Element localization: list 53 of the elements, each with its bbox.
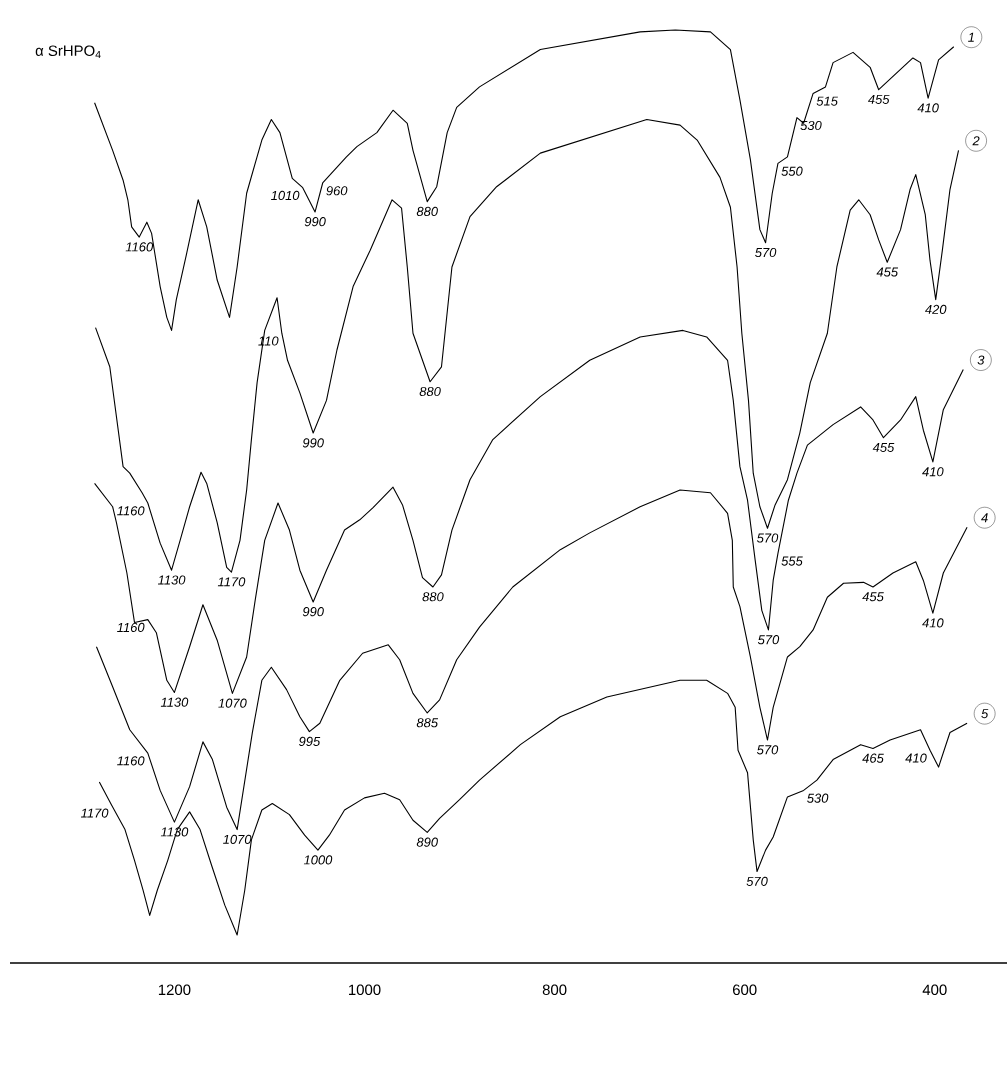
x-tick-label: 1000	[349, 984, 381, 996]
annotation: 570	[756, 745, 779, 755]
legend-label: 5	[981, 709, 989, 719]
annotation: 410	[922, 467, 944, 477]
annotation: 570	[755, 247, 777, 258]
annotation: 420	[924, 304, 947, 314]
annotation: 530	[807, 793, 829, 803]
annotation: 410	[917, 103, 939, 113]
annotation: 880	[422, 592, 444, 602]
annotation: 465	[862, 753, 884, 763]
annotation: 995	[299, 736, 321, 746]
annotation: 570	[757, 635, 780, 645]
annotation: 455	[867, 94, 890, 104]
annotation: 455	[876, 267, 899, 277]
x-tick-label: 800	[542, 984, 567, 996]
annotation: 455	[862, 592, 884, 602]
annotation: 1170	[80, 808, 109, 818]
legend-label: 4	[981, 513, 988, 523]
annotation: 1130	[160, 697, 189, 707]
x-tick-label: 600	[732, 984, 757, 996]
legend-label: 3	[977, 355, 985, 365]
legend-label: 2	[972, 136, 980, 146]
annotation: 890	[416, 837, 438, 847]
annotation: 885	[416, 718, 439, 728]
x-tick-label: 1200	[158, 984, 191, 996]
annotation: 880	[416, 206, 438, 217]
annotation: 555	[781, 556, 803, 566]
annotation: 1160	[117, 756, 145, 766]
annotation: 1070	[218, 698, 247, 708]
annotation: 1160	[125, 242, 154, 252]
annotation: 990	[302, 438, 324, 448]
annotation: 570	[746, 876, 768, 886]
annotation: 1160	[117, 506, 145, 516]
annotation: 410	[905, 753, 927, 763]
annotation: 990	[302, 607, 324, 617]
annotation: 1130	[157, 575, 186, 585]
annotation: 455	[872, 442, 895, 452]
annotation: 1070	[223, 834, 252, 844]
annotation: 515	[816, 96, 838, 106]
annotation: 1160	[117, 622, 145, 633]
annotation: 1010	[271, 190, 300, 201]
legend-label: 1	[968, 32, 974, 42]
annotation: 570	[756, 533, 779, 543]
annotation: 960	[326, 186, 348, 196]
annotation: 990	[304, 217, 326, 227]
annotation: 550	[781, 166, 803, 176]
annotation: 880	[419, 386, 441, 397]
x-tick-label: 400	[922, 984, 947, 996]
annotation: 410	[922, 618, 944, 628]
annotation: 1170	[217, 577, 246, 587]
annotation: 530	[800, 120, 822, 131]
annotation: 1000	[303, 855, 333, 865]
annotation: α SrHPO$_{4}$	[35, 45, 101, 59]
